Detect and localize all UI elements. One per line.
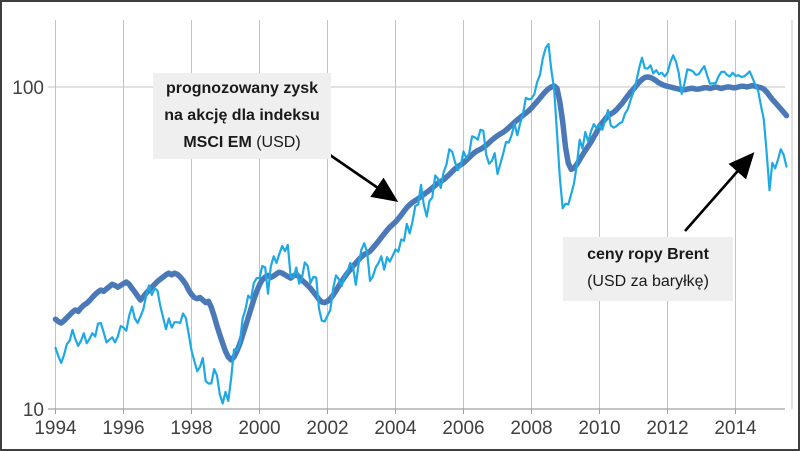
- series-msci-eps-line: [52, 74, 790, 363]
- x-tick-label: 2014: [714, 418, 757, 439]
- annotation-brent-line2: (USD za baryłkę): [587, 273, 709, 290]
- axes: [48, 408, 785, 414]
- y-tick-label: 10: [23, 400, 44, 421]
- annotation-arrow-brent: [684, 152, 755, 232]
- annotation-brent: ceny ropy Brent (USD za baryłkę): [563, 237, 733, 301]
- series-brent-line: [54, 42, 788, 405]
- annotation-arrow-msci: [329, 153, 399, 202]
- x-tick-label: 2000: [238, 418, 280, 439]
- annotation-msci-eps: prognozowany zysk na akcję dla indeksu M…: [153, 73, 331, 159]
- x-tick-label: 1998: [170, 418, 212, 439]
- annotation-arrows: [329, 152, 755, 232]
- data-series: [52, 42, 790, 405]
- x-tick-label: 1996: [102, 418, 144, 439]
- y-tick-label: 100: [12, 78, 44, 99]
- x-tick-label: 1994: [34, 418, 77, 439]
- annotation-brent-line1: ceny ropy Brent: [587, 246, 709, 263]
- axis-tick-labels: 1994 1996 1998 2000 2002 2004 2006 2008 2010 2012…: [12, 78, 757, 439]
- x-tick-label: 2002: [306, 418, 348, 439]
- x-tick-label: 2010: [578, 418, 620, 439]
- x-tick-label: 2012: [646, 418, 688, 439]
- annotation-msci-line2: na akcję dla indeksu: [164, 107, 320, 124]
- annotation-msci-line1: prognozowany zysk: [165, 80, 319, 97]
- x-tick-label: 2006: [442, 418, 484, 439]
- annotation-msci-line3: MSCI EM (USD): [183, 134, 301, 151]
- x-tick-label: 2008: [510, 418, 552, 439]
- x-tick-label: 2004: [374, 418, 417, 439]
